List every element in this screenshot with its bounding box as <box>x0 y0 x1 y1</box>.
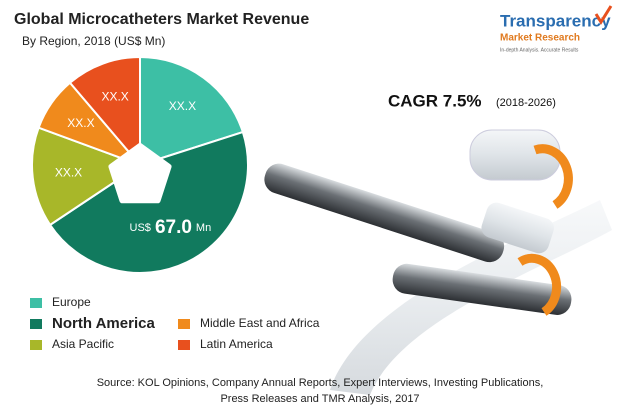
rotation-arrow <box>517 253 562 316</box>
source: Source: KOL Opinions, Company Annual Rep… <box>97 377 544 405</box>
legend-swatch <box>178 340 190 350</box>
cagr-period: (2018-2026) <box>496 97 556 109</box>
legend-swatch <box>30 298 42 308</box>
legend-label: Latin America <box>200 337 273 351</box>
chart-title: Global Microcatheters Market Revenue <box>14 11 309 28</box>
catheter-tip <box>264 163 505 263</box>
catheter-illustration <box>264 129 612 395</box>
legend-label: Europe <box>52 295 91 309</box>
cagr: CAGR 7.5% <box>388 91 482 110</box>
legend-swatch <box>178 319 190 329</box>
value-label: XX.X <box>101 90 128 104</box>
legend-label: North America <box>52 315 155 332</box>
legend-swatch <box>30 340 42 350</box>
value-label: XX.X <box>67 116 94 130</box>
legend-label: Middle East and Africa <box>200 316 320 330</box>
pie-slice <box>31 126 143 227</box>
center-hole <box>108 143 172 204</box>
sleeve <box>481 202 554 254</box>
value-prefix: US$ <box>130 222 151 234</box>
legend-label: Asia Pacific <box>52 337 114 351</box>
logo-tagline: In-depth Analysis. Accurate Results <box>500 47 579 53</box>
chart-subtitle: By Region, 2018 (US$ Mn) <box>22 34 165 48</box>
value-label: XX.X <box>169 99 196 113</box>
pie-slice <box>139 55 245 167</box>
rotation-arrow <box>533 144 573 209</box>
value-suffix: Mn <box>196 222 211 234</box>
tube-end <box>469 129 561 181</box>
pie-slice <box>68 55 141 168</box>
catheter-body <box>392 263 572 315</box>
logo-sub: Market Research <box>500 33 580 44</box>
value-label: XX.X <box>55 166 82 180</box>
source-line: Source: KOL Opinions, Company Annual Rep… <box>97 377 544 389</box>
source-line: Press Releases and TMR Analysis, 2017 <box>220 393 419 405</box>
logo-check <box>594 5 613 25</box>
logo-name: Transparency <box>500 11 611 30</box>
logo: Transparency Market Research In-depth An… <box>500 5 613 53</box>
legend-swatch <box>30 319 42 329</box>
value-label: US$ 67.0 Mn <box>130 217 212 238</box>
value-text: 67.0 <box>155 217 192 238</box>
